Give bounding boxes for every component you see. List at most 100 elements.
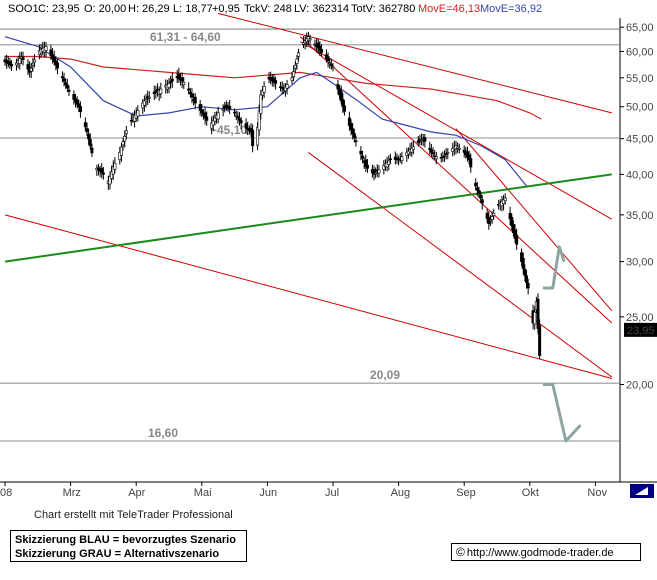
candle-body [525, 275, 529, 283]
candle-body [238, 118, 242, 121]
candle-body [259, 94, 263, 114]
y-tick-label: 50,00 [626, 102, 654, 114]
candle-body [297, 52, 301, 57]
candle-body [536, 298, 540, 329]
candle-body [359, 150, 363, 155]
candle-body [144, 99, 148, 102]
candle-body [123, 135, 127, 142]
candle-body [83, 122, 87, 128]
candle-body [87, 133, 91, 140]
candle-body [113, 162, 117, 170]
y-tick-label: 30,00 [626, 257, 654, 269]
x-tick-label: Sep [456, 487, 476, 499]
candle-body [10, 63, 14, 67]
candle-body [295, 58, 299, 64]
scenario-blau [542, 245, 566, 290]
candle-body [365, 164, 369, 169]
copyright-icon: © [456, 545, 465, 559]
moving-averages [4, 36, 542, 187]
candle-body [182, 81, 186, 85]
y-tick-label: 20,00 [626, 380, 654, 392]
candle-body [85, 128, 89, 133]
y-axis: 20,00 25,00 30,00 35,00 40,00 45,00 50,00 55,00… [620, 22, 654, 392]
candle-body [387, 160, 391, 165]
candle-body [290, 77, 294, 81]
website-link[interactable]: © http://www.godmode-trader.de [451, 543, 641, 561]
candle-body [326, 56, 330, 62]
candle-body [169, 81, 173, 83]
candle-body [490, 216, 494, 220]
candle-body [533, 311, 537, 325]
candle-body [101, 172, 105, 175]
legend-line-grey: Skizzierung GRAU = Alternativszenario [15, 548, 220, 560]
candle-body [477, 190, 481, 195]
candle-body [488, 219, 492, 222]
y-tick-label: 45,00 [626, 134, 654, 146]
x-tick-label: Aug [391, 487, 411, 499]
candle-body [90, 147, 94, 154]
candle-body [526, 283, 530, 289]
candle-body [216, 112, 220, 120]
candle-body [251, 129, 255, 147]
candle-body [329, 64, 333, 66]
candle-body [187, 88, 191, 91]
candle-body [121, 141, 125, 146]
candle-body [257, 110, 261, 131]
candle-body [431, 152, 435, 155]
moving-average-long [5, 55, 542, 120]
candle-body [515, 234, 519, 245]
scroll-right-icon[interactable] [630, 484, 654, 498]
candle-body [29, 67, 33, 72]
last-price-label: 23,95 [627, 325, 655, 337]
candle-body [244, 123, 248, 129]
candle-body [180, 77, 184, 82]
header-low: L: 18,77 [173, 3, 213, 15]
candle-body [64, 82, 68, 85]
candle-body [188, 91, 192, 95]
candle-body [256, 126, 260, 146]
legend-line-blue: Skizzierung BLAU = bevorzugtes Szenario [15, 534, 236, 546]
candle-body [221, 108, 225, 111]
scenario-legend: Skizzierung BLAU = bevorzugtes Szenario … [10, 530, 247, 562]
candle-body [479, 194, 483, 199]
trendline-green [4, 173, 612, 263]
candle-body [433, 155, 437, 157]
candle-body [474, 182, 478, 187]
header-totvol: TotV: 362780 [351, 3, 415, 15]
candle-body [198, 104, 202, 111]
candlesticks [3, 31, 542, 360]
candle-body [328, 62, 332, 65]
candle-body [388, 158, 392, 161]
x-tick-label: Nov [587, 487, 607, 499]
website-url: http://www.godmode-trader.de [466, 547, 614, 559]
candle-body [423, 137, 427, 142]
candle-body [147, 96, 151, 99]
candle-body [492, 212, 496, 216]
candle-body [236, 116, 240, 119]
candle-body [190, 93, 194, 98]
x-tick-label: Mrz [63, 487, 81, 499]
level-label: 61,31 - 64,60 [150, 30, 221, 44]
candle-body [503, 197, 507, 201]
candle-body [342, 105, 346, 112]
x-tick-label: Jun [259, 487, 277, 499]
candle-body [354, 140, 358, 143]
last-price-tag: 23,95 [624, 322, 657, 337]
x-tick-label: Apr [128, 487, 145, 499]
candle-body [411, 146, 415, 150]
candle-body [320, 49, 324, 53]
candle-body [292, 71, 296, 77]
candle-body [434, 156, 438, 160]
candle-body [44, 46, 48, 51]
candle-body [100, 168, 104, 174]
candle-body [31, 63, 35, 66]
candle-body [129, 119, 133, 122]
level-label: 16,60 [148, 426, 178, 440]
candle-body [331, 66, 335, 69]
trendline-red [299, 36, 613, 324]
x-axis: 08 Mrz Apr Mai Jun Jul Aug Sep Okt Nov [0, 482, 607, 499]
y-tick-label: 25,00 [626, 312, 654, 324]
trendline-red [299, 41, 613, 220]
x-tick-label: 08 [0, 487, 12, 499]
